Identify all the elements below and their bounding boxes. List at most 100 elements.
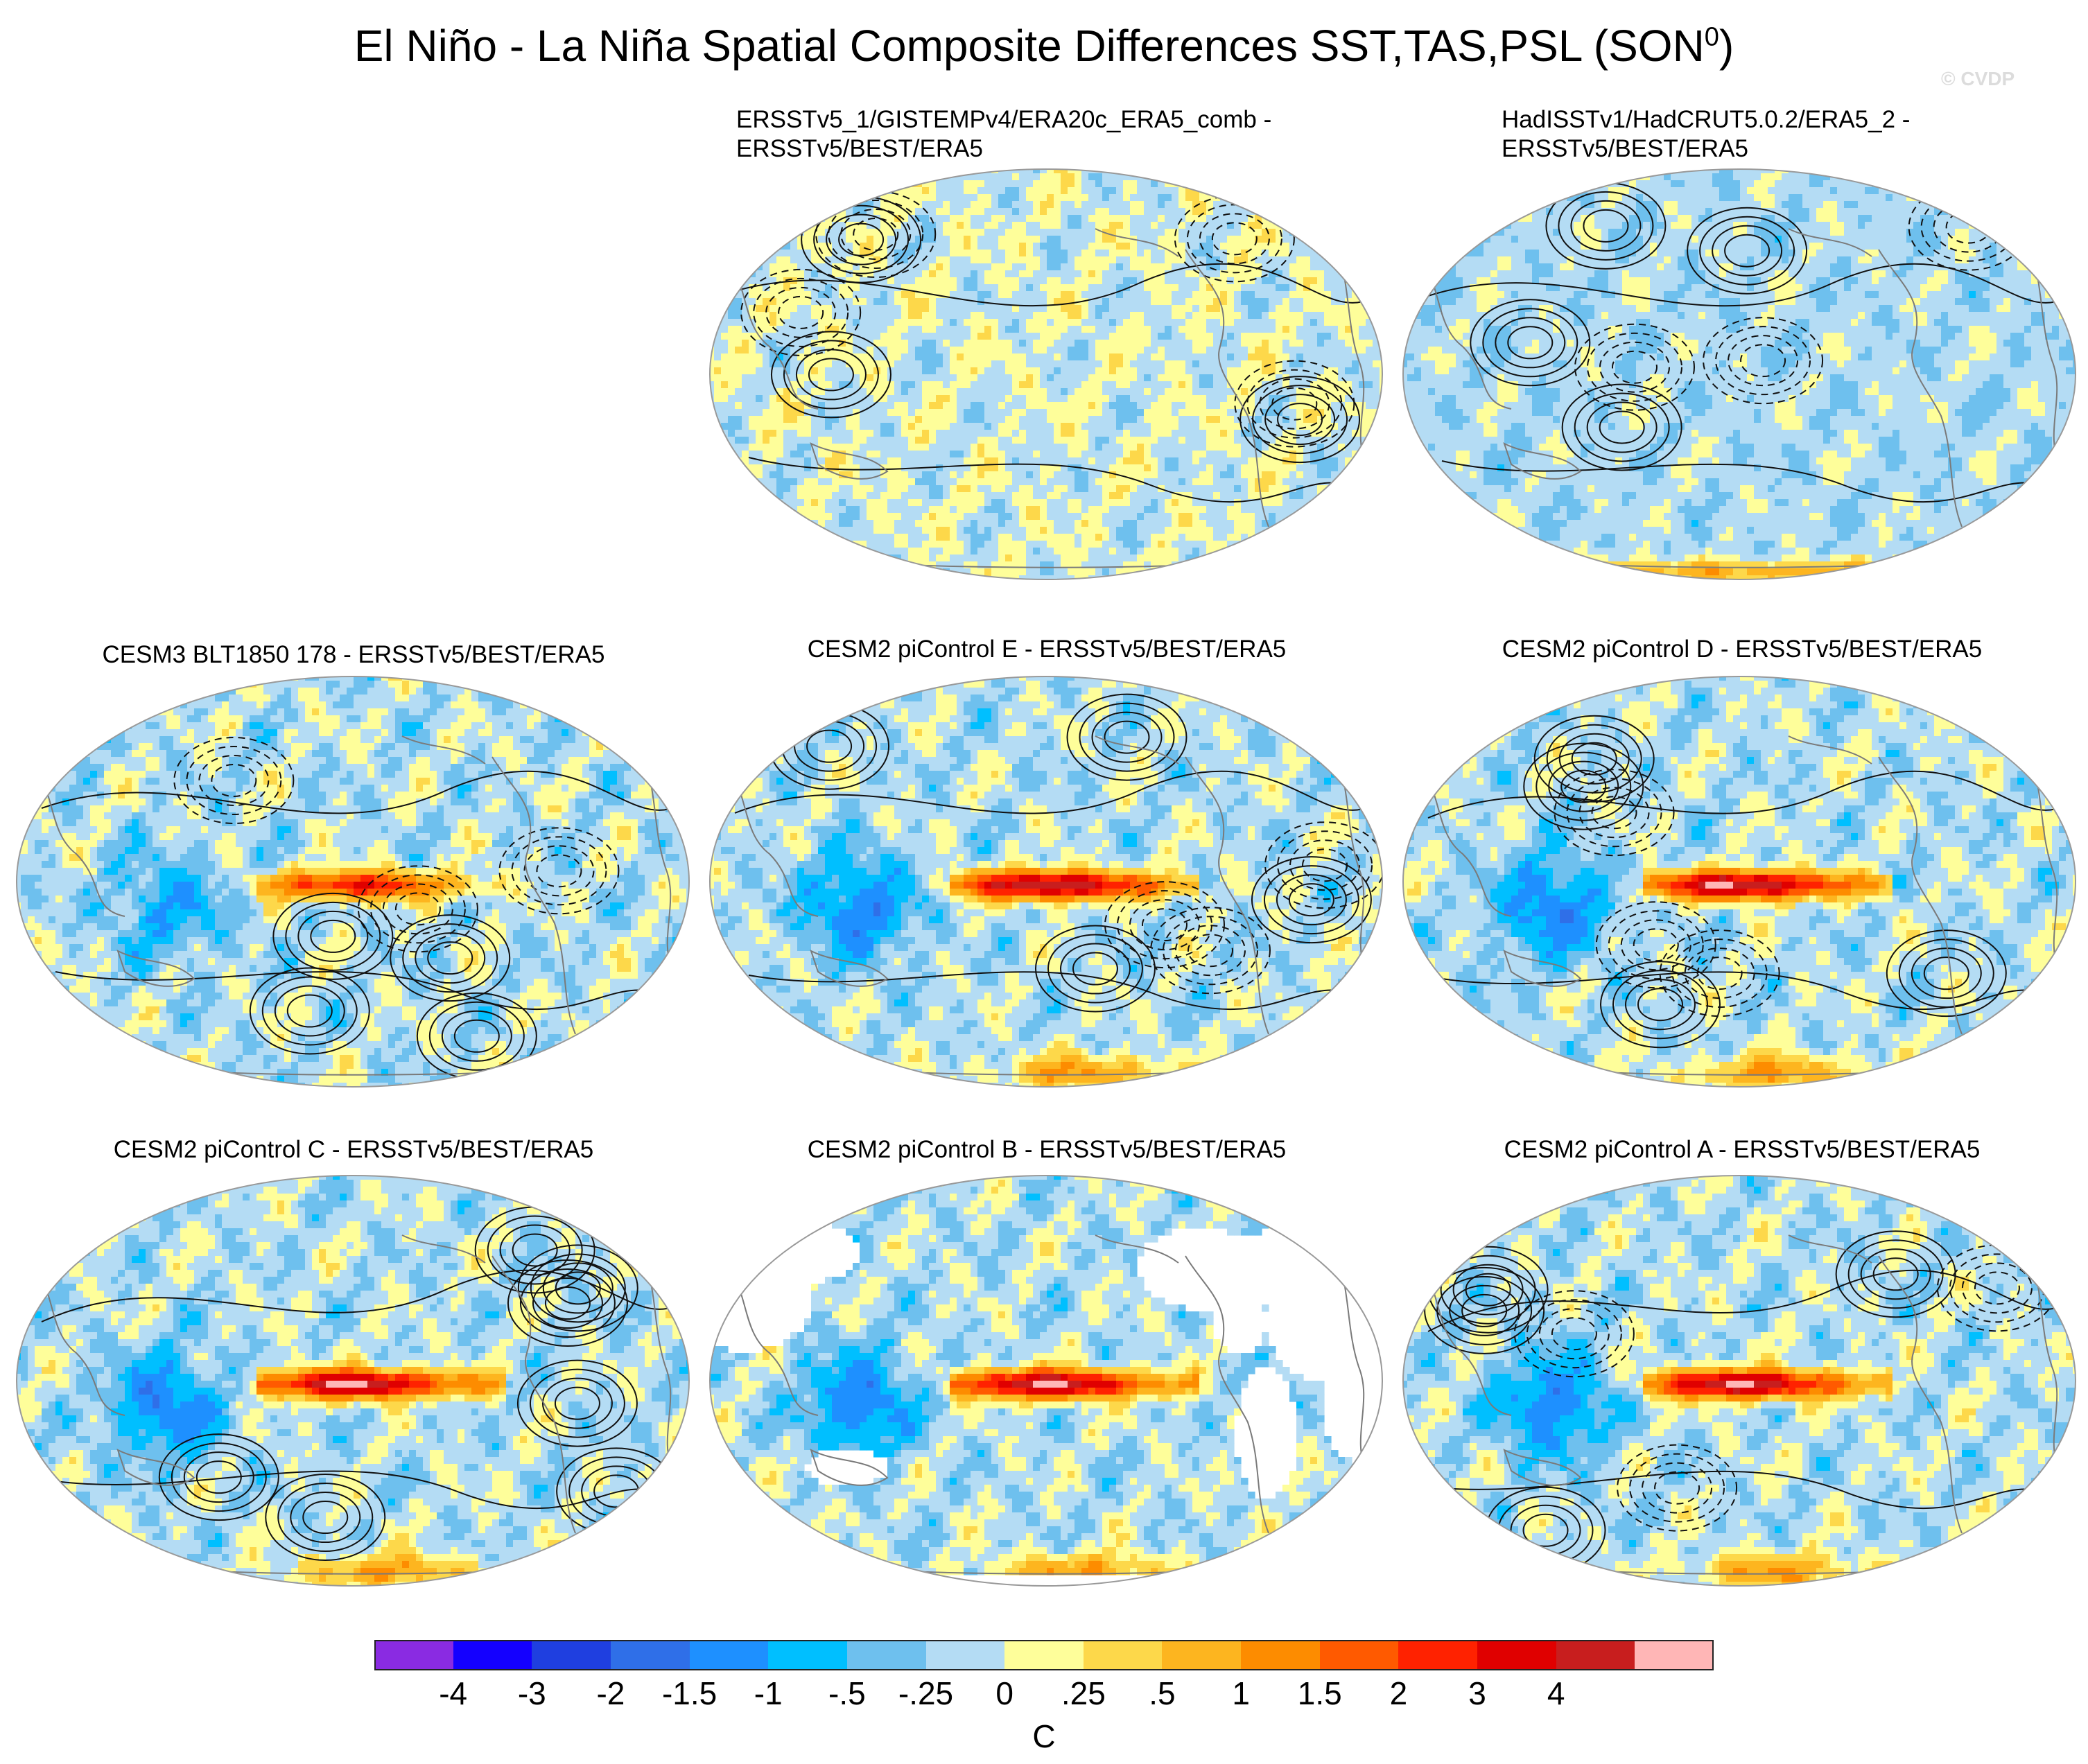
- field-cell: [1213, 492, 1221, 500]
- field-cell: [977, 464, 985, 472]
- field-cell: [714, 187, 722, 195]
- field-cell: [1081, 367, 1089, 375]
- field-cell: [1373, 187, 1380, 195]
- field-cell: [1088, 409, 1096, 417]
- field-cell: [964, 284, 971, 292]
- field-cell: [1033, 284, 1041, 292]
- field-cell: [1220, 169, 1228, 174]
- field-cell: [943, 312, 950, 320]
- field-cell: [998, 347, 1006, 354]
- field-cell: [1366, 263, 1373, 271]
- field-cell: [901, 319, 909, 326]
- field-cell: [1137, 312, 1145, 320]
- field-cell: [1310, 409, 1318, 417]
- field-cell: [915, 236, 923, 243]
- field-cell: [1289, 243, 1297, 250]
- field-cell: [1345, 492, 1352, 500]
- field-cell: [1331, 395, 1339, 403]
- field-cell: [714, 270, 722, 278]
- field-cell: [1158, 312, 1165, 320]
- field-cell: [901, 388, 909, 396]
- field-cell: [1081, 444, 1089, 451]
- field-cell: [1317, 305, 1325, 313]
- field-cell: [908, 291, 916, 299]
- field-cell: [1366, 409, 1373, 417]
- field-cell: [790, 208, 798, 216]
- field-cell: [1054, 333, 1061, 340]
- field-cell: [977, 478, 985, 486]
- field-cell: [714, 395, 722, 403]
- field-cell: [742, 395, 749, 403]
- field-cell: [1165, 277, 1172, 285]
- field-cell: [964, 492, 971, 500]
- field-cell: [1081, 312, 1089, 320]
- field-cell: [957, 430, 964, 437]
- field-cell: [860, 444, 867, 451]
- field-cell: [769, 319, 777, 326]
- field-cell: [1165, 201, 1172, 209]
- field-cell: [1317, 312, 1325, 320]
- field-cell: [929, 437, 937, 444]
- field-cell: [735, 478, 742, 486]
- field-cell: [1206, 250, 1214, 257]
- field-cell: [957, 367, 964, 375]
- field-cell: [1366, 284, 1373, 292]
- field-cell: [1026, 215, 1034, 222]
- field-cell: [804, 457, 812, 465]
- field-cell: [1019, 173, 1027, 181]
- field-cell: [1220, 333, 1228, 340]
- field-cell: [984, 381, 992, 389]
- field-cell: [894, 305, 902, 313]
- field-cell: [1331, 277, 1339, 285]
- field-cell: [853, 222, 860, 229]
- field-cell: [1130, 444, 1138, 451]
- field-cell: [1068, 402, 1075, 410]
- field-cell: [1026, 340, 1034, 347]
- field-cell: [776, 451, 784, 458]
- field-cell: [1068, 492, 1075, 500]
- field-cell: [853, 298, 860, 306]
- field-cell: [1213, 444, 1221, 451]
- field-cell: [1116, 215, 1124, 222]
- field-cell: [1088, 319, 1096, 326]
- field-cell: [1054, 277, 1061, 285]
- field-cell: [735, 243, 742, 250]
- field-cell: [950, 187, 957, 195]
- field-cell: [1241, 243, 1249, 250]
- field-cell: [1095, 312, 1103, 320]
- field-cell: [936, 180, 943, 188]
- field-cell: [880, 194, 888, 202]
- field-cell: [1352, 485, 1359, 493]
- field-cell: [1137, 194, 1145, 202]
- field-cell: [846, 437, 853, 444]
- field-cell: [1338, 423, 1346, 430]
- field-cell: [887, 169, 895, 174]
- field-cell: [1178, 430, 1186, 437]
- field-cell: [783, 229, 791, 236]
- field-cell: [1262, 312, 1269, 320]
- field-cell: [1248, 513, 1255, 521]
- field-cell: [971, 395, 978, 403]
- field-cell: [1227, 367, 1235, 375]
- field-cell: [797, 471, 805, 479]
- field-cell: [825, 367, 833, 375]
- field-cell: [1276, 263, 1283, 271]
- field-cell: [1095, 284, 1103, 292]
- field-cell: [1262, 243, 1269, 250]
- field-cell: [1220, 201, 1228, 209]
- field-cell: [929, 471, 937, 479]
- field-cell: [957, 464, 964, 472]
- field-cell: [1088, 471, 1096, 479]
- field-cell: [908, 187, 916, 195]
- field-cell: [1088, 305, 1096, 313]
- field-cell: [1061, 173, 1068, 181]
- field-cell: [901, 236, 909, 243]
- field-cell: [1040, 457, 1047, 465]
- field-cell: [1178, 222, 1186, 229]
- field-cell: [1234, 250, 1242, 257]
- field-cell: [1012, 423, 1020, 430]
- field-cell: [991, 243, 999, 250]
- field-cell: [839, 464, 846, 472]
- field-cell: [1088, 284, 1096, 292]
- field-cell: [936, 326, 943, 333]
